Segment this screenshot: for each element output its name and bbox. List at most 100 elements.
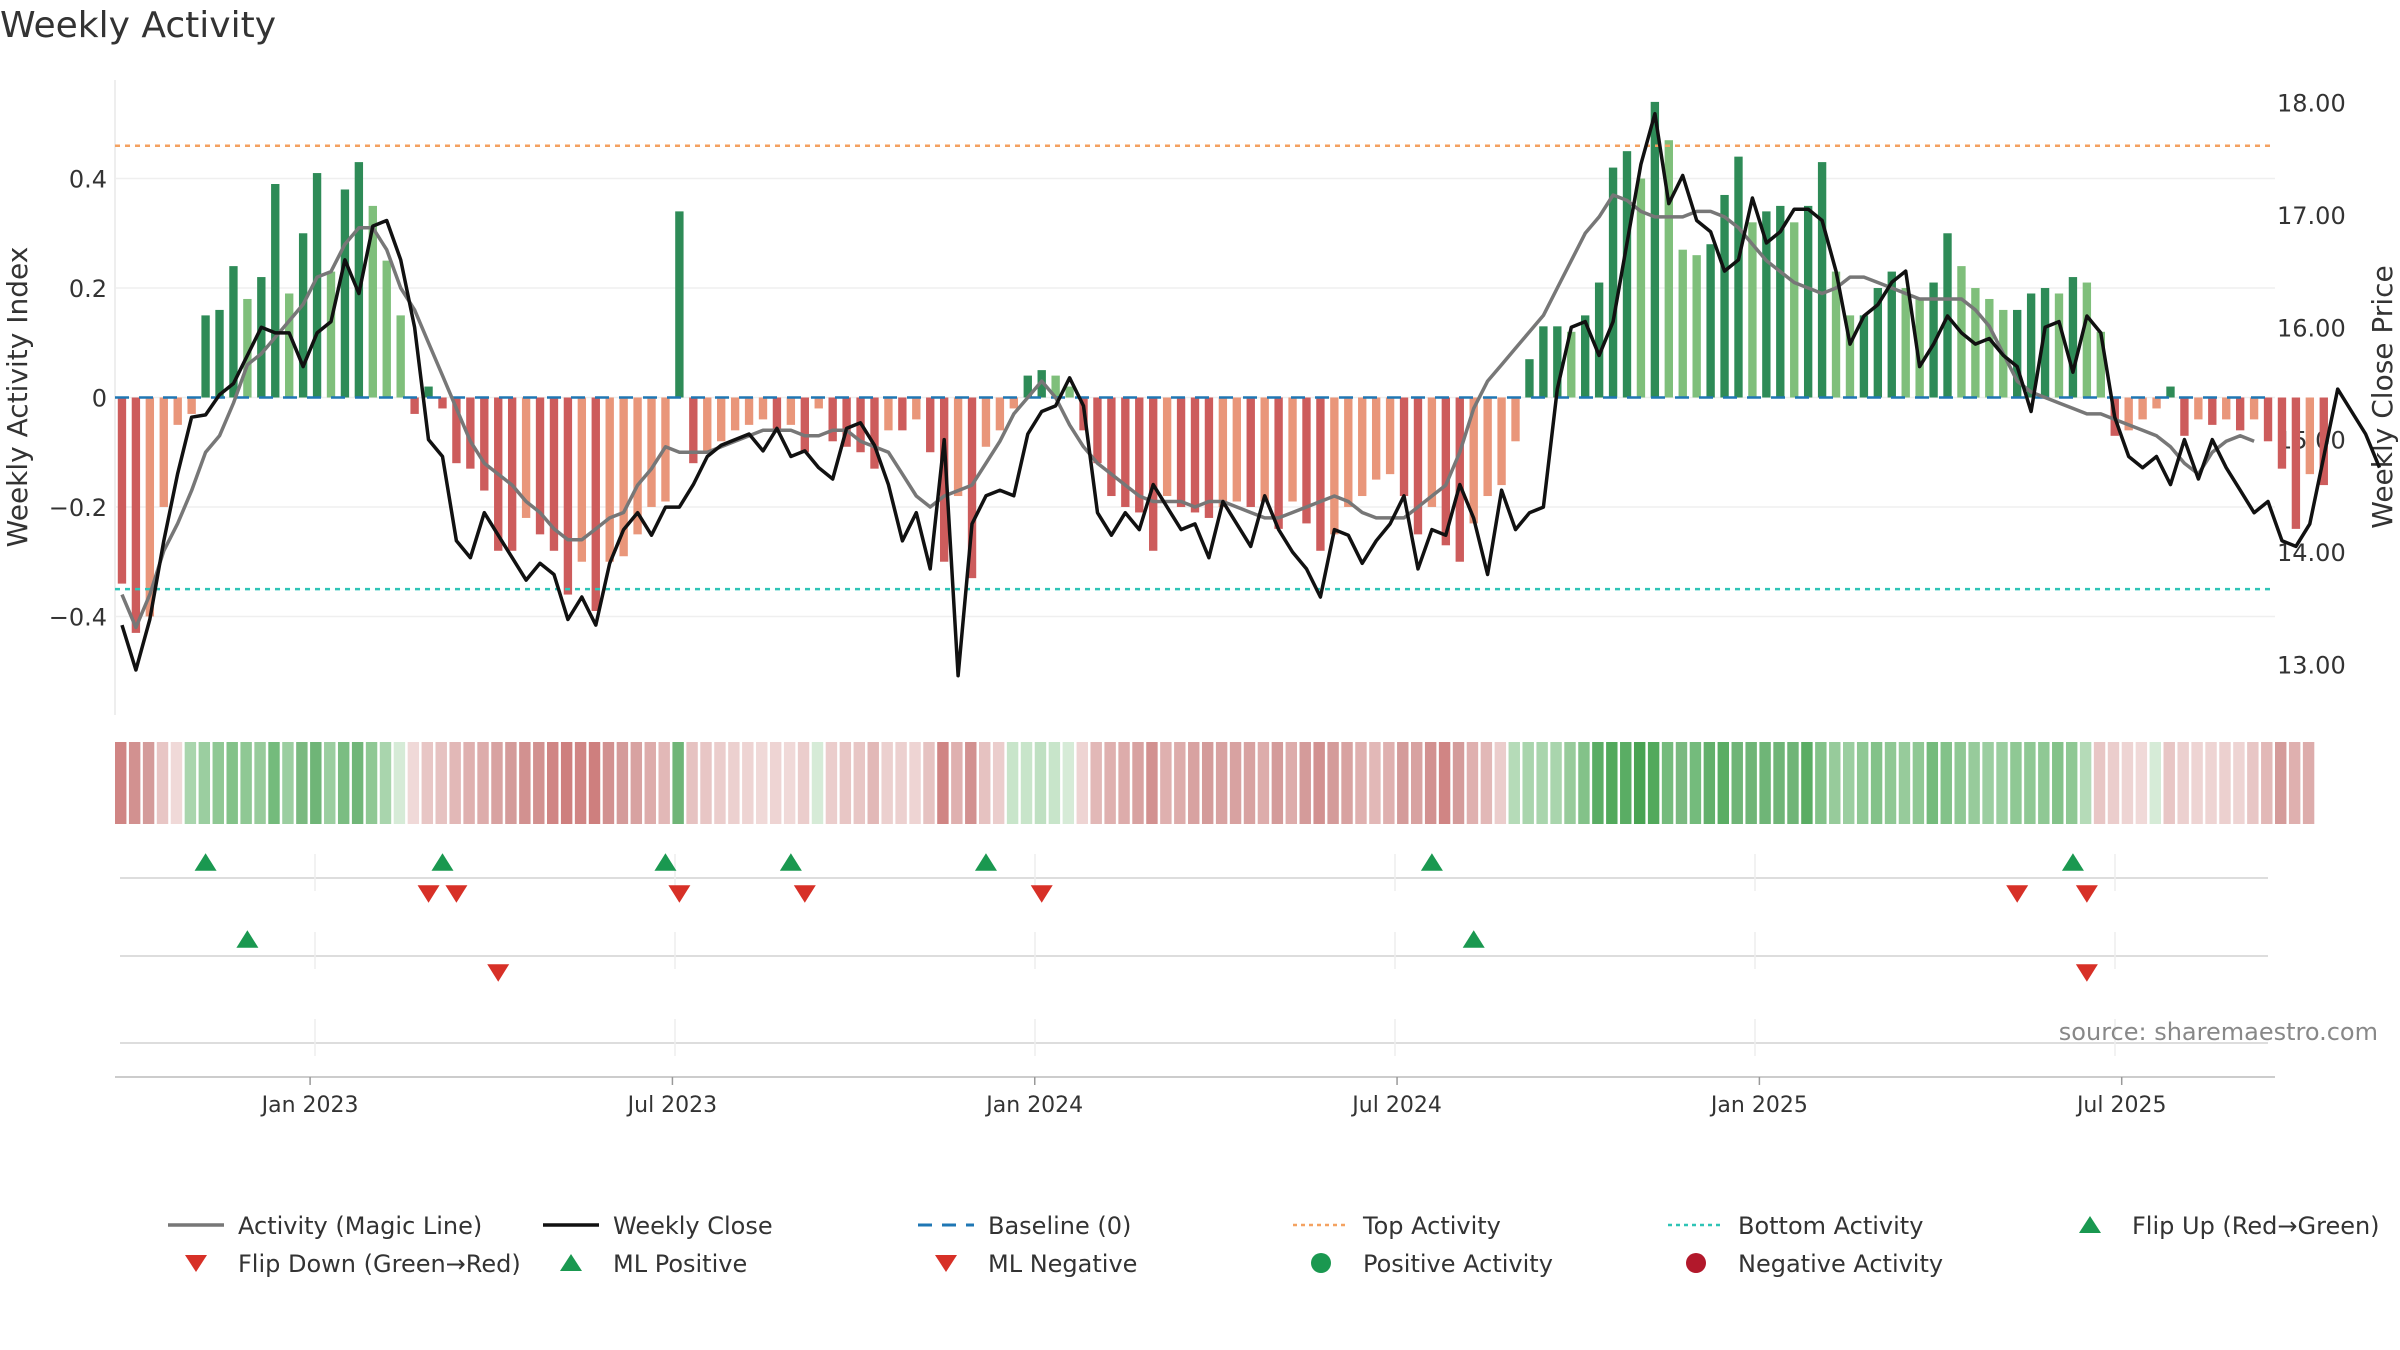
strip-cell (1327, 742, 1339, 824)
activity-bar (1399, 397, 1409, 497)
strip-cell (2163, 742, 2175, 824)
activity-bar (117, 397, 127, 584)
price-and-magic-lines (120, 111, 2382, 678)
strip-cell (1996, 742, 2008, 824)
strip-cell (1717, 742, 1730, 824)
strip-cell (574, 742, 587, 824)
activity-bar (1274, 397, 1283, 529)
flip-up-marker (194, 853, 217, 871)
activity-bar (1330, 397, 1339, 535)
strip-cell (435, 742, 447, 824)
activity-bar (1873, 288, 1883, 398)
activity-bar (605, 397, 614, 562)
strip-cell (937, 742, 949, 824)
strip-cell (1411, 742, 1423, 824)
activity-bar (800, 397, 809, 453)
strip-cell (421, 742, 434, 824)
y-tick-label-right: 16.00 (2277, 314, 2346, 342)
activity-bar (2194, 397, 2203, 420)
legend-item: Flip Up (Red→Green) (2079, 1212, 2380, 1240)
x-tick-label: Jan 2024 (984, 1093, 1083, 1118)
activity-bar (2249, 397, 2259, 420)
legend-item: Flip Down (Green→Red) (185, 1250, 521, 1278)
strip-cell (909, 742, 921, 824)
activity-bar (1636, 178, 1646, 398)
chart-title: Weekly Activity (0, 5, 276, 46)
activity-bar (995, 397, 1005, 431)
strip-cell (1606, 742, 1618, 824)
activity-bar (549, 397, 559, 551)
activity-bar (1511, 397, 1520, 442)
activity-bar (1483, 397, 1492, 497)
flip-down-marker (793, 885, 816, 903)
activity-bar (438, 397, 447, 409)
activity-bar (1525, 359, 1534, 398)
strip-cell (1912, 742, 1925, 824)
strip-cell (895, 742, 907, 824)
flip-up-marker (779, 853, 802, 871)
activity-bar (1985, 298, 1994, 398)
strip-cell (1466, 742, 1479, 824)
legend-item: Positive Activity (1311, 1250, 1553, 1278)
strip-cell (170, 742, 183, 824)
strip-cell (212, 742, 224, 824)
legend-item: Activity (Magic Line) (168, 1212, 482, 1240)
strip-cell (728, 742, 740, 824)
activity-bar (215, 309, 224, 398)
activity-bar (1065, 386, 1074, 398)
legend-swatch (935, 1255, 957, 1272)
activity-bar (1748, 222, 1757, 398)
strip-cell (1801, 742, 1813, 824)
strip-cell (393, 742, 406, 824)
activity-bar (591, 397, 600, 611)
activity-bar (1497, 397, 1506, 486)
flip-up-marker (431, 853, 454, 871)
strip-cell (1313, 742, 1325, 824)
strip-cell (1452, 742, 1465, 824)
strip-cell (533, 742, 545, 824)
activity-bar (717, 397, 726, 442)
strip-cell (1536, 742, 1548, 824)
activity-bar (1023, 375, 1032, 398)
strip-cell (1620, 742, 1632, 824)
activity-bar (1204, 397, 1214, 518)
strip-cell (1592, 742, 1604, 824)
strip-cell (1229, 742, 1242, 824)
legend-item: ML Negative (935, 1250, 1137, 1278)
activity-bar (1706, 244, 1715, 398)
activity-bar (466, 397, 475, 469)
flip-up-marker (654, 853, 677, 871)
strip-cell (1954, 742, 1966, 824)
activity-bar (647, 397, 656, 507)
activity-bar (2040, 288, 2050, 398)
activity-bar (1455, 397, 1464, 562)
activity-bar (1009, 397, 1019, 409)
strip-cell (769, 742, 782, 824)
activity-bar (1288, 397, 1297, 502)
x-tick-label: Jul 2024 (1350, 1093, 1442, 1118)
activity-bar (1692, 255, 1701, 398)
strip-cell (923, 742, 935, 824)
activity-bar (298, 233, 308, 398)
strip-cell (881, 742, 893, 824)
activity-bar (1859, 315, 1869, 398)
strip-cell (1633, 742, 1646, 824)
activity-bar (340, 189, 350, 398)
activity-bar (1831, 271, 1841, 398)
strip-cell (1480, 742, 1493, 824)
legend-swatch (1311, 1253, 1331, 1273)
strip-cell (811, 742, 824, 824)
strip-cell (1062, 742, 1075, 824)
strip-cell (1118, 742, 1130, 824)
activity-bar (187, 397, 196, 414)
activity-bar (758, 397, 768, 420)
flip-up-marker (2061, 853, 2084, 871)
strip-cell (742, 742, 754, 824)
flip-down-marker (2075, 885, 2098, 903)
activity-bar (1190, 397, 1200, 513)
activity-bar (2166, 386, 2175, 398)
activity-bar (1051, 375, 1060, 398)
y-tick-label-left: 0 (92, 385, 107, 413)
ml-negative-marker (487, 964, 510, 982)
